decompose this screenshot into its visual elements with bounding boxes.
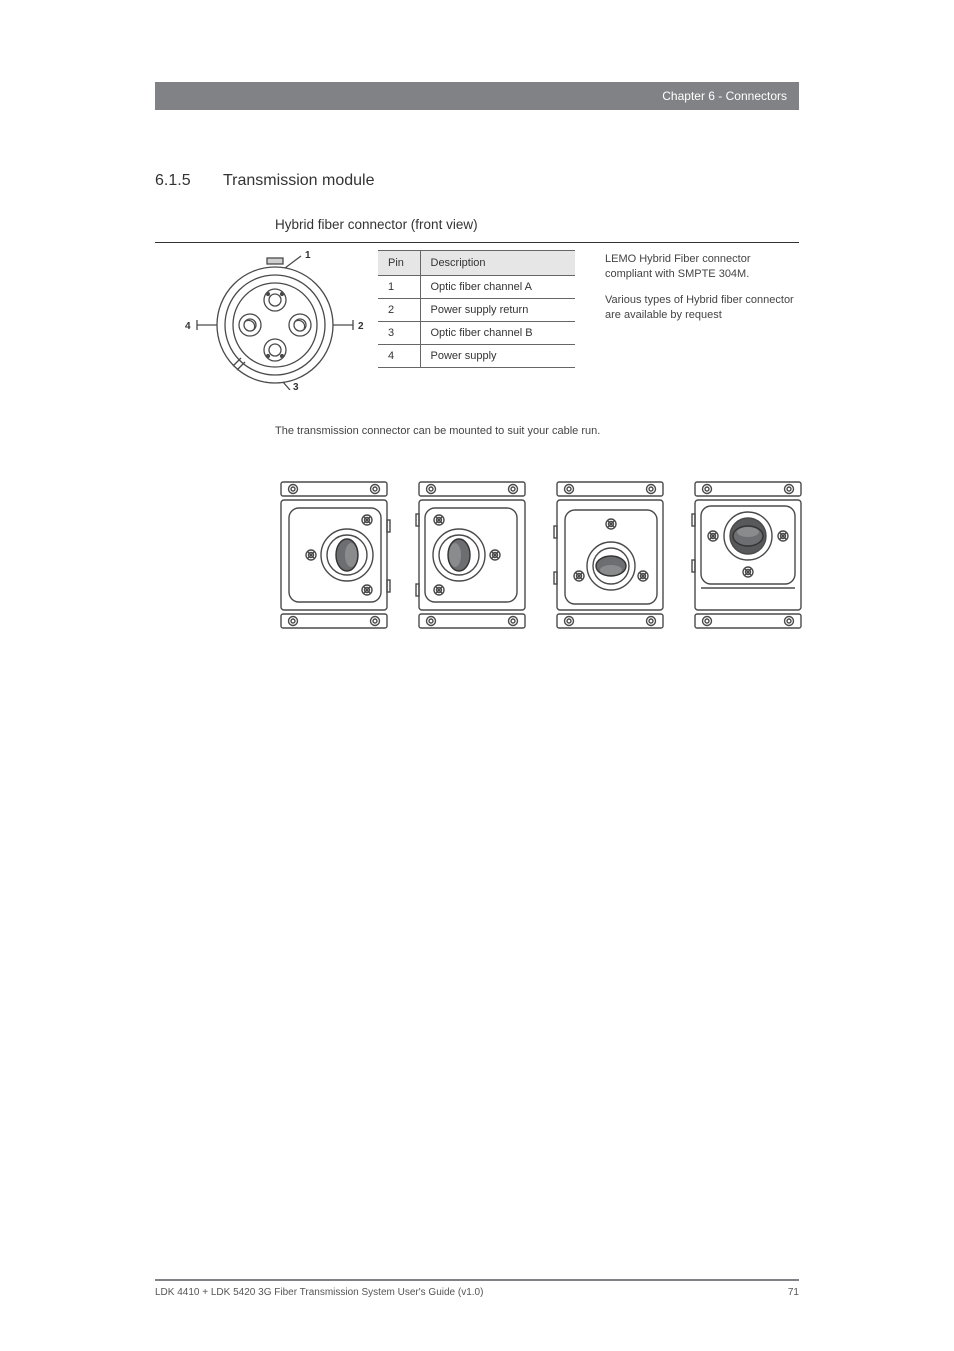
mount-fig-4 [689,480,807,630]
header-bar: Chapter 6 - Connectors [155,82,799,110]
rule-top [155,242,799,243]
pin4-label: 4 [185,321,191,332]
pin2-label: 2 [358,321,364,332]
side-p1: LEMO Hybrid Fiber connector compliant wi… [605,252,799,283]
mount-fig-2 [413,480,531,630]
subsection-title: Hybrid fiber connector (front view) [275,217,478,232]
page-number: 71 [788,1287,799,1298]
footer: LDK 4410 + LDK 5420 3G Fiber Transmissio… [155,1279,799,1298]
pin3-label: 3 [293,382,299,390]
table-row: 1Optic fiber channel A [378,276,575,299]
table-header-row: Pin Description [378,251,575,276]
table-row: 3Optic fiber channel B [378,322,575,345]
chapter-label: Chapter 6 - Connectors [662,89,787,103]
hybrid-connector-figure: 1 2 3 4 [175,250,375,390]
section-title: Transmission module [223,172,374,190]
pin1-label: 1 [305,250,311,261]
col-pin: Pin [378,251,420,276]
table-row: 2Power supply return [378,299,575,322]
mount-note: The transmission connector can be mounte… [275,425,600,437]
pin-table: Pin Description 1Optic fiber channel A 2… [378,250,575,368]
mount-orientation-figures [275,480,807,630]
mount-fig-3 [551,480,669,630]
section-number: 6.1.5 [155,172,191,190]
table-row: 4Power supply [378,345,575,368]
footer-left: LDK 4410 + LDK 5420 3G Fiber Transmissio… [155,1287,483,1298]
mount-fig-1 [275,480,393,630]
side-p2: Various types of Hybrid fiber connector … [605,293,799,324]
side-notes: LEMO Hybrid Fiber connector compliant wi… [605,252,799,334]
col-desc: Description [420,251,575,276]
